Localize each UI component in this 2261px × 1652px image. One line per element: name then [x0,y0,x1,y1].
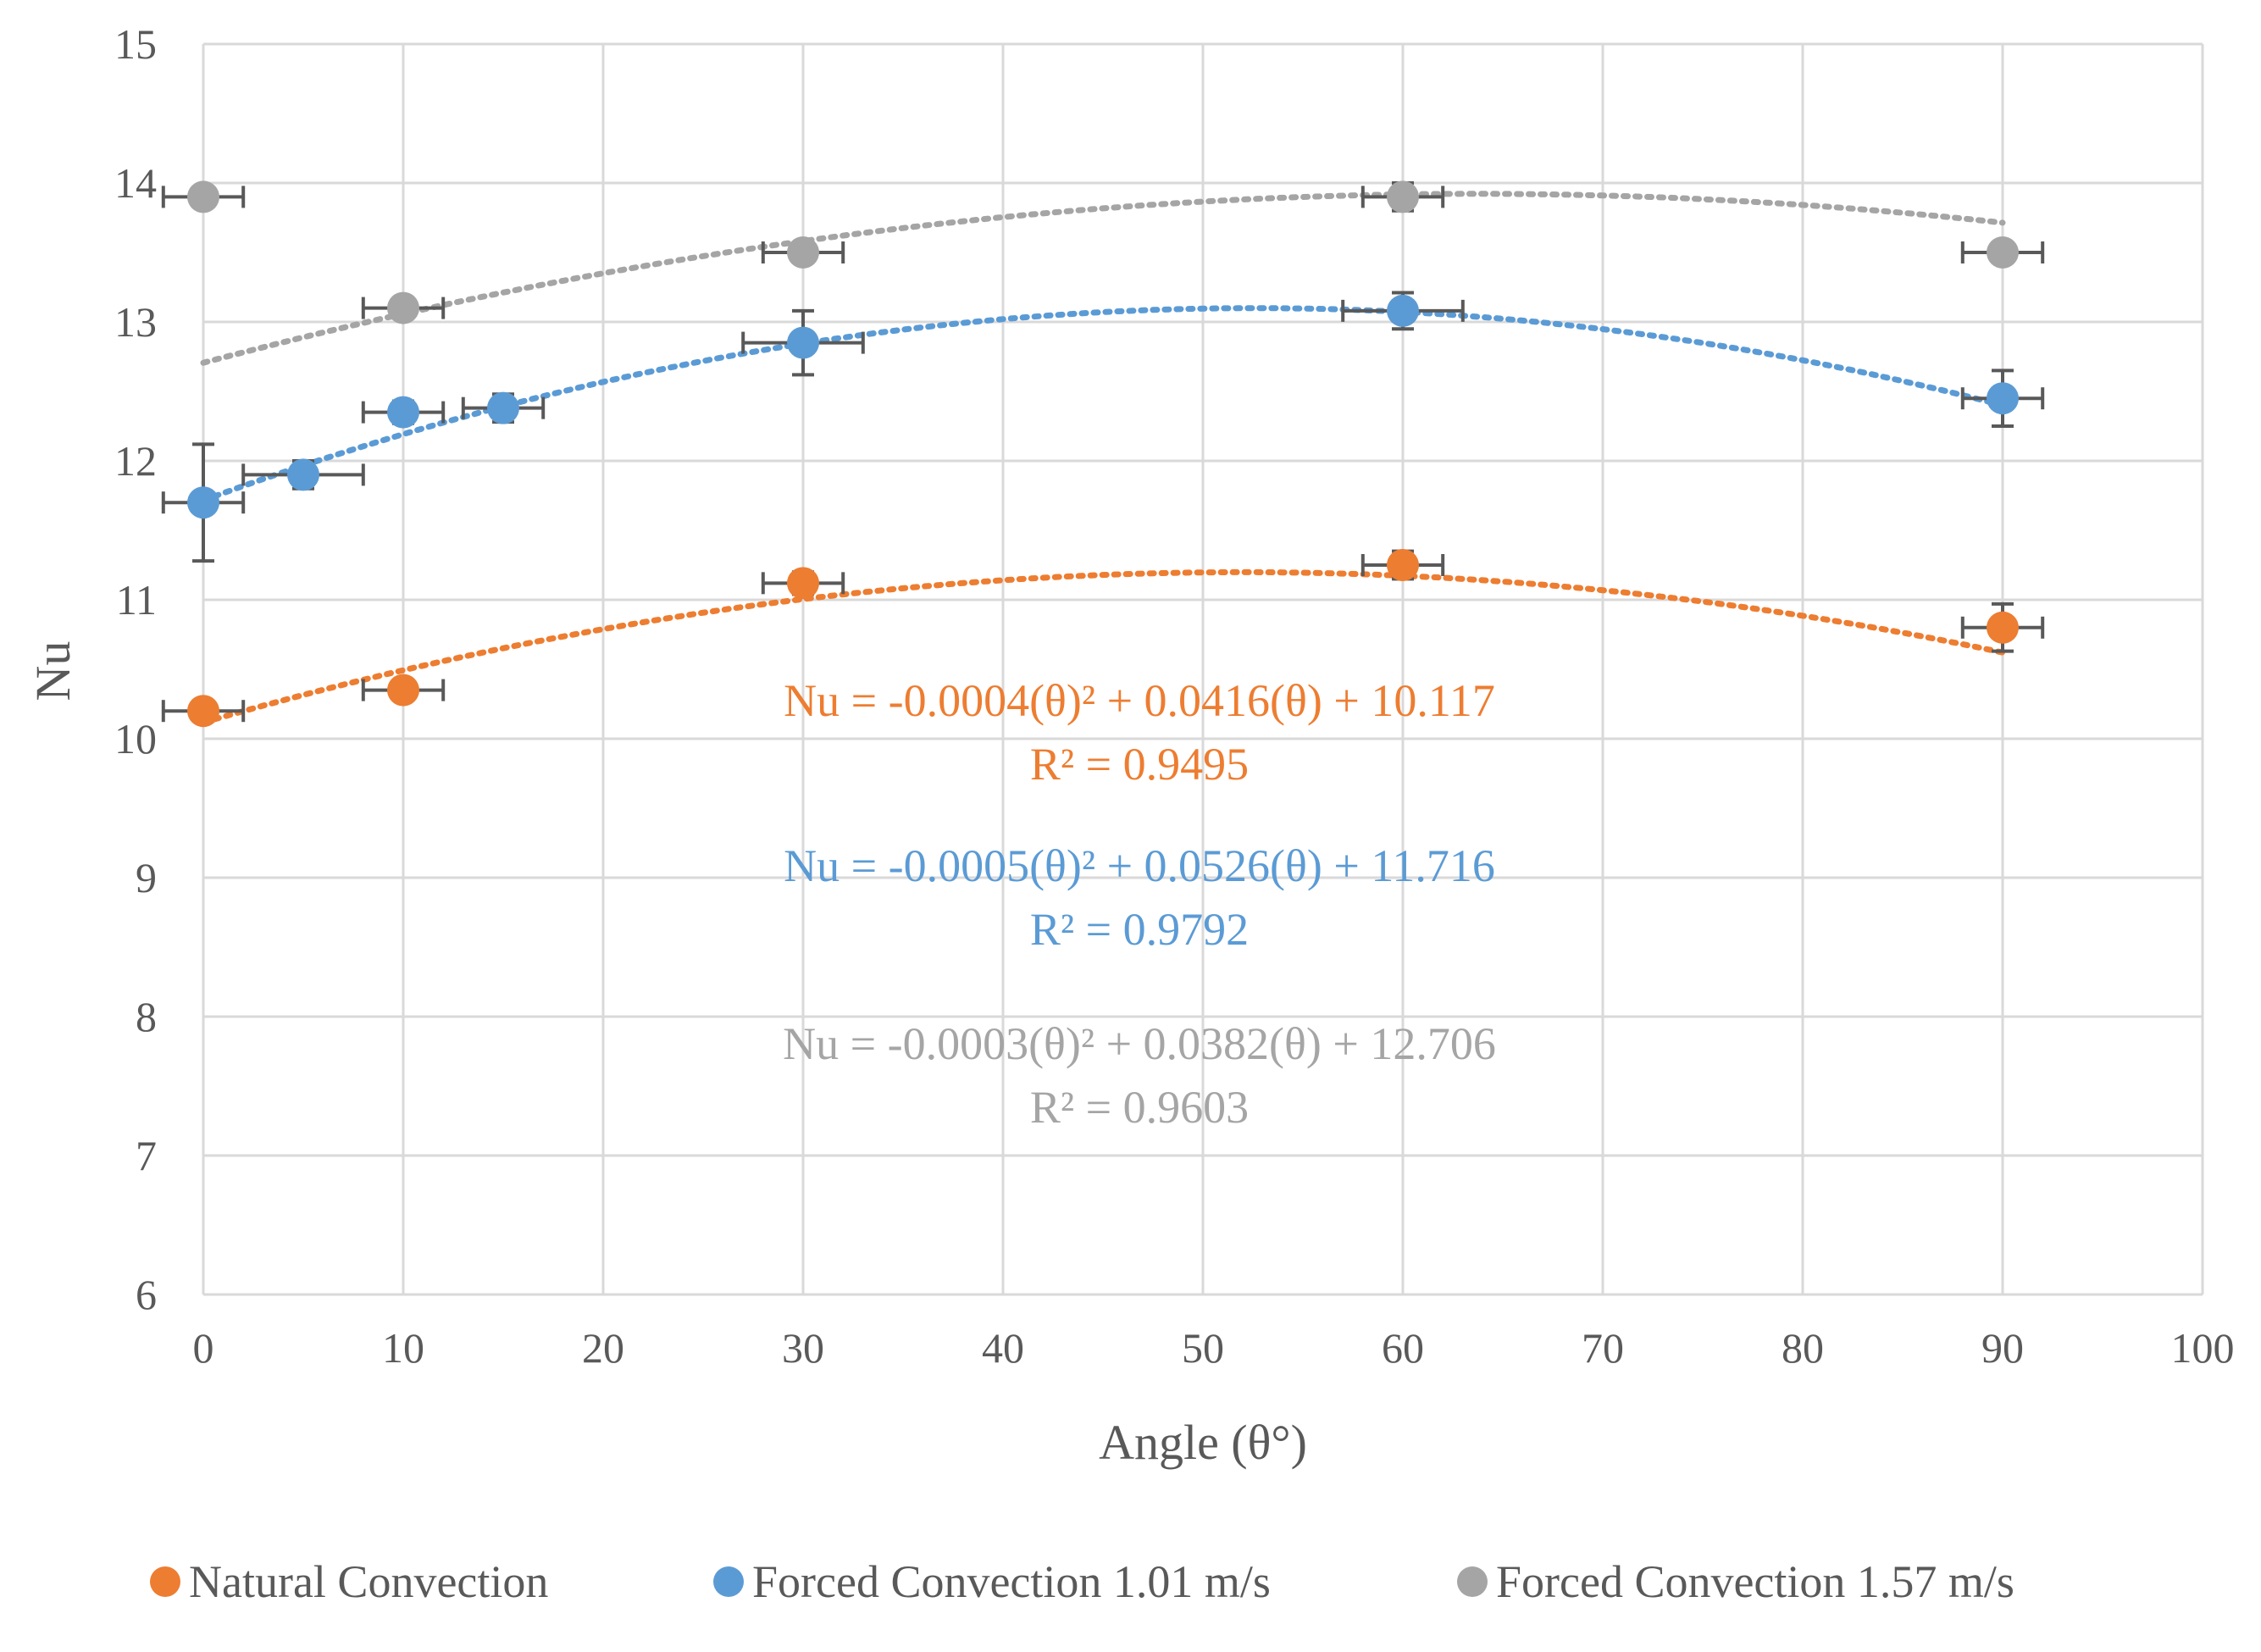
x-tick-label: 60 [1382,1324,1424,1372]
trendline-equations: Nu = -0.0004(θ)² + 0.0416(θ) + 10.117 R² … [783,675,1496,1133]
data-point-series-3 [1987,236,2019,269]
y-tick-label: 15 [114,20,157,68]
x-tick-label: 50 [1182,1324,1224,1372]
trendline-series-1 [200,568,2006,726]
trendline-series-3 [200,191,2006,366]
x-tick-label: 40 [982,1324,1024,1372]
legend-label: Natural Convection [189,1556,548,1607]
trendline-r-squared: R² = 0.9603 [1030,1082,1249,1133]
legend-item: Forced Convection 1.57 m/s [1457,1556,2014,1607]
data-point-series-2 [287,458,319,491]
trendline-equation: Nu = -0.0003(θ)² + 0.0382(θ) + 12.706 [783,1018,1496,1069]
y-tick-label: 7 [136,1132,157,1179]
x-tick-label: 80 [1782,1324,1824,1372]
legend-label: Forced Convection 1.57 m/s [1496,1556,2014,1607]
grid [202,42,2204,1296]
data-point-series-1 [387,674,419,707]
trendline-r-squared: R² = 0.9495 [1030,739,1249,790]
y-tick-label: 9 [136,854,157,901]
y-axis-title: Nu [25,641,80,701]
y-tick-label: 12 [114,437,157,485]
x-tick-label: 10 [382,1324,424,1372]
x-tick-label: 0 [193,1324,214,1372]
data-point-series-1 [187,695,219,728]
data-point-series-1 [1387,549,1419,581]
legend-item: Forced Convection 1.01 m/s [713,1556,1271,1607]
x-tick-label: 90 [1981,1324,2024,1372]
data-point-series-2 [787,326,819,359]
tick-labels: 6 7 8 9 10 11 12 13 14 15 0 10 20 30 40 50 60 70 80 90 100 [114,20,2235,1372]
y-tick-label: 14 [114,159,157,207]
data-points [187,180,2019,728]
data-point-series-2 [487,391,519,424]
data-point-series-3 [787,236,819,269]
legend: Natural Convection Forced Convection 1.01… [150,1556,2014,1607]
y-tick-label: 10 [114,715,157,762]
data-point-series-3 [387,291,419,324]
legend-label: Forced Convection 1.01 m/s [752,1556,1271,1607]
x-tick-label: 100 [2171,1324,2235,1372]
y-tick-label: 11 [116,576,157,624]
legend-item: Natural Convection [150,1556,548,1607]
data-point-series-1 [787,567,819,600]
data-point-series-2 [187,486,219,519]
trendline-equation: Nu = -0.0004(θ)² + 0.0416(θ) + 10.117 [784,675,1495,726]
data-point-series-3 [187,180,219,213]
legend-marker [1457,1566,1488,1597]
y-tick-label: 13 [114,298,157,346]
x-tick-label: 30 [782,1324,824,1372]
x-tick-label: 20 [582,1324,624,1372]
trendline-r-squared: R² = 0.9792 [1030,904,1249,955]
data-point-series-1 [1987,611,2019,644]
x-axis-title: Angle (θ°) [1099,1415,1307,1470]
y-tick-label: 6 [136,1271,157,1318]
data-point-series-2 [387,396,419,429]
trendline-equation: Nu = -0.0005(θ)² + 0.0526(θ) + 11.716 [784,840,1495,891]
data-point-series-2 [1387,294,1419,327]
data-point-series-3 [1387,180,1419,213]
legend-marker [150,1566,180,1597]
y-tick-label: 8 [136,993,157,1040]
x-tick-label: 70 [1582,1324,1624,1372]
data-point-series-2 [1987,382,2019,415]
legend-marker [713,1566,744,1597]
